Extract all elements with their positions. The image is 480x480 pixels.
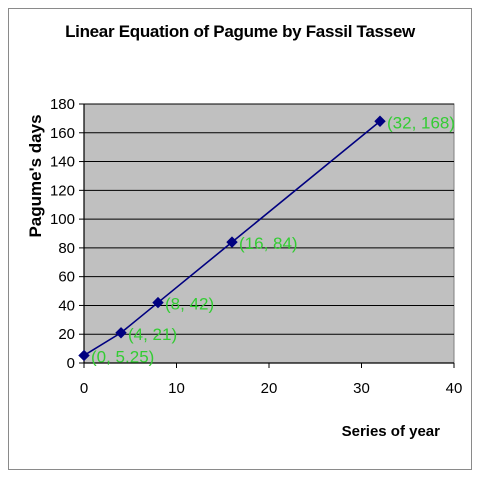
data-point-marker: [226, 236, 238, 248]
y-tick-label: 180: [50, 96, 75, 113]
data-label: (4, 21): [128, 325, 177, 344]
y-tick-label: 160: [50, 125, 75, 142]
x-tick-label: 10: [168, 380, 185, 397]
y-tick-label: 0: [67, 355, 75, 372]
y-tick-label: 100: [50, 211, 75, 228]
x-tick-label: 0: [80, 380, 88, 397]
data-label: (0, 5.25): [91, 347, 154, 366]
y-tick-label: 20: [58, 326, 75, 343]
plot-area: [83, 103, 455, 364]
data-point-marker: [115, 327, 127, 339]
x-tick-label: 40: [446, 380, 463, 397]
data-point-marker: [152, 296, 164, 309]
chart-title: Linear Equation of Pagume by Fassil Tass…: [65, 22, 415, 41]
y-tick-label: 140: [50, 154, 75, 171]
x-tick-label: 20: [261, 380, 278, 397]
x-tick-label: 30: [353, 380, 370, 397]
data-label: (8, 42): [165, 295, 214, 314]
y-tick-label: 80: [58, 240, 75, 257]
data-point-marker: [374, 115, 386, 127]
y-tick-label: 120: [50, 182, 75, 199]
data-point-marker: [78, 349, 90, 362]
x-axis-label: Series of year: [341, 423, 440, 440]
data-label: (32, 168): [387, 113, 455, 132]
y-tick-label: 60: [58, 269, 75, 286]
y-tick-label: 40: [58, 297, 75, 314]
data-label: (16, 84): [239, 234, 298, 253]
